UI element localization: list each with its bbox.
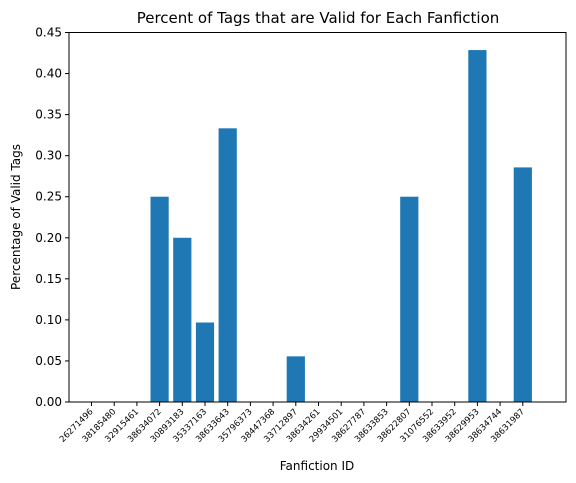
y-axis-ticks: 0.00 0.05 0.10 0.15 0.20 0.25 0.30 0.35 0.40 0.45 [35, 26, 69, 409]
bar-38634072 [150, 196, 169, 402]
bar-33712897 [286, 356, 305, 402]
bar-38622807 [400, 196, 419, 402]
bar-38629953 [468, 50, 487, 402]
y-tick-label: 0.35 [35, 108, 62, 122]
x-axis-label: Fanfiction ID [280, 459, 355, 473]
y-tick-label: 0.15 [35, 272, 62, 286]
plot-frame [68, 32, 567, 403]
y-tick-label: 0.40 [35, 67, 62, 81]
y-tick-label: 0.45 [35, 26, 62, 40]
bar-35337163 [195, 322, 215, 402]
y-tick-label: 0.00 [35, 395, 62, 409]
bar-30893183 [173, 237, 192, 402]
bars-group [150, 50, 532, 402]
y-axis-label: Percentage of Valid Tags [9, 144, 23, 290]
bar-38631987 [513, 167, 532, 402]
y-tick-label: 0.10 [35, 313, 62, 327]
x-axis-ticks: 2627149638185480329154613863407230893183… [58, 402, 527, 445]
bar-38633643 [218, 128, 237, 402]
chart-title: Percent of Tags that are Valid for Each … [137, 9, 500, 27]
y-tick-label: 0.25 [35, 190, 62, 204]
y-tick-label: 0.20 [35, 231, 62, 245]
y-tick-label: 0.05 [35, 354, 62, 368]
y-tick-label: 0.30 [35, 149, 62, 163]
